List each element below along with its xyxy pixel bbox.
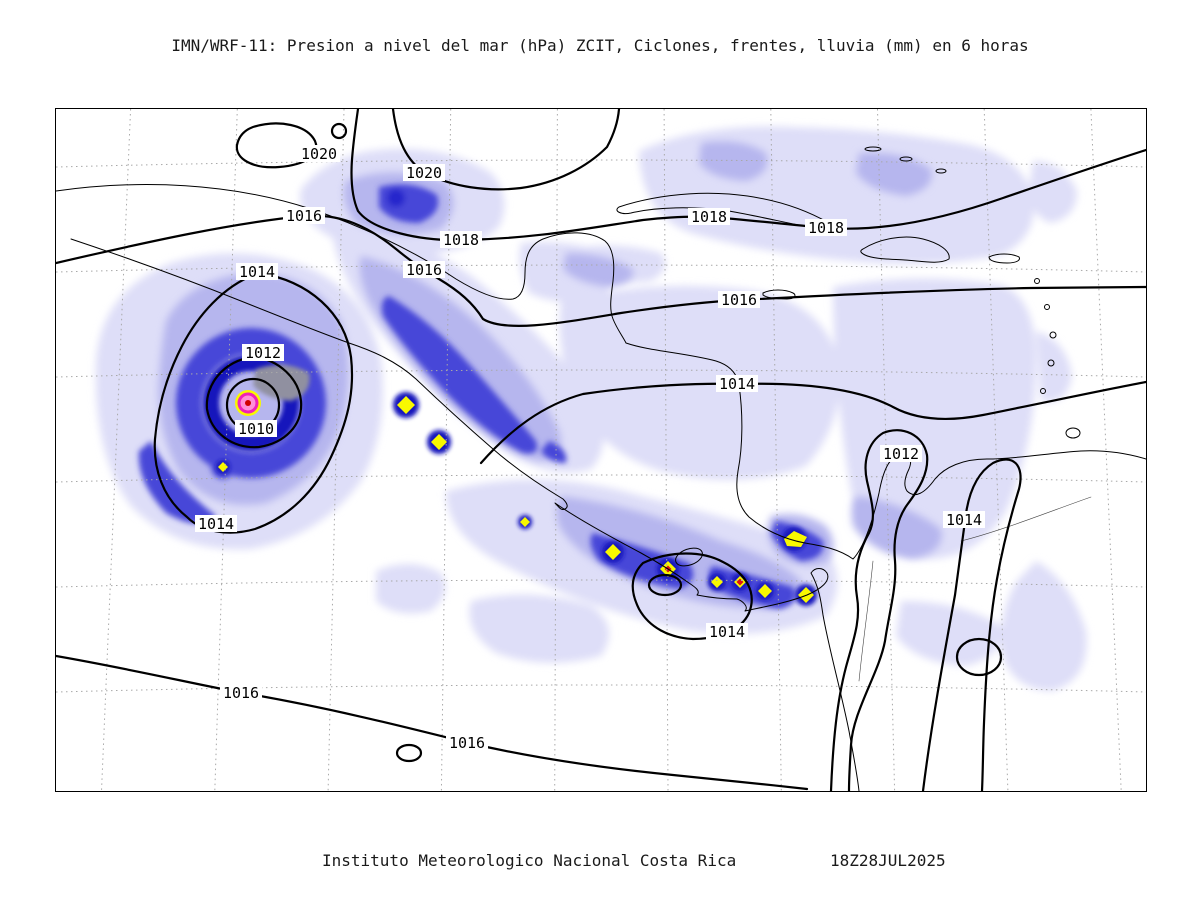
isobar-label: 1012 xyxy=(883,445,919,463)
isobar-label-bg xyxy=(718,291,760,308)
isobar-label-bg xyxy=(716,375,758,392)
isobar-label-bg xyxy=(283,207,325,224)
lake-nicaragua xyxy=(675,547,703,567)
isobar-label-bg xyxy=(242,344,284,361)
isobar-label: 1016 xyxy=(721,291,757,309)
isobar-label: 1014 xyxy=(239,263,275,281)
isobar-label: 1016 xyxy=(286,207,322,225)
isobar-label: 1016 xyxy=(449,734,485,752)
isobar-label-bg xyxy=(403,164,445,181)
footer-timestamp: 18Z28JUL2025 xyxy=(830,851,946,870)
isobar-label-bg xyxy=(880,445,922,462)
isobar-1012-southamerica xyxy=(829,429,929,791)
isobar-1020-closed xyxy=(235,122,318,169)
bahamas-island xyxy=(899,156,913,162)
isobar-label: 1014 xyxy=(946,511,982,529)
isobar-label-bg xyxy=(235,420,277,437)
isobar-label: 1016 xyxy=(223,684,259,702)
isobar-1018 xyxy=(350,109,1146,242)
footer-institution: Instituto Meteorologico Nacional Costa R… xyxy=(322,851,737,870)
isobar-label: 1016 xyxy=(406,261,442,279)
isobar-label: 1010 xyxy=(238,420,274,438)
isobar-label: 1014 xyxy=(709,623,745,641)
isobar-small-ring xyxy=(330,122,348,140)
isobar-label-bg xyxy=(236,263,278,280)
isobar-label: 1018 xyxy=(808,219,844,237)
isobar-label-bg xyxy=(805,219,847,236)
isobar-label: 1018 xyxy=(443,231,479,249)
bahamas-island xyxy=(864,146,882,152)
map-frame: 1020 1020 1016 1018 1014 1016 1018 1018 1016 1012… xyxy=(55,108,1147,792)
antilles-island xyxy=(1044,304,1050,310)
isobar-label: 1012 xyxy=(245,344,281,362)
isobar-label-bg xyxy=(298,145,340,162)
magdalena-river xyxy=(858,560,874,682)
cyclone-eye xyxy=(245,400,251,406)
isobar-small-closed xyxy=(395,743,423,763)
isobar-label-bg xyxy=(943,511,985,528)
puerto-rico-island xyxy=(988,253,1020,264)
isobar-1016-south xyxy=(56,654,809,791)
pacific-coastline xyxy=(70,238,860,791)
hispaniola-island xyxy=(860,236,950,263)
isobar-1014-southamerica xyxy=(921,458,1022,791)
isobar-inner-loop xyxy=(647,573,683,597)
isobar-1020 xyxy=(391,109,621,191)
isobar-label: 1014 xyxy=(719,375,755,393)
isobar-label-bg xyxy=(706,623,748,640)
isobar-small-closed xyxy=(955,637,1003,677)
isobar-label-bg xyxy=(195,515,237,532)
isobar-1014-caribbean xyxy=(479,380,1146,465)
antilles-island xyxy=(1049,331,1057,339)
precip-gray-core xyxy=(253,364,310,401)
chart-title: IMN/WRF-11: Presion a nivel del mar (hPa… xyxy=(171,36,1029,55)
orinoco-river xyxy=(960,496,1092,542)
isobar-label: 1018 xyxy=(691,208,727,226)
isobar-label-bg xyxy=(688,208,730,225)
bahamas-island xyxy=(935,168,947,174)
antilles-island xyxy=(1047,359,1055,367)
isobar-label-bg xyxy=(440,231,482,248)
isobar-1014-low-loop xyxy=(153,271,354,534)
antilles-island xyxy=(1034,278,1040,284)
cyclone-marker xyxy=(237,392,259,414)
isobar-label: 1020 xyxy=(301,145,337,163)
isobar-label-bg xyxy=(220,684,262,701)
isobar-1012-low-loop xyxy=(205,355,303,449)
trinidad-island xyxy=(1065,427,1081,439)
isobar-label-bg xyxy=(446,734,488,751)
precip-heavy-layer xyxy=(138,184,824,609)
isobar-label-bg xyxy=(403,261,445,278)
graticule xyxy=(56,109,1146,791)
antilles-island xyxy=(1040,388,1046,394)
isobar-label: 1014 xyxy=(198,515,234,533)
isobar-label: 1020 xyxy=(406,164,442,182)
